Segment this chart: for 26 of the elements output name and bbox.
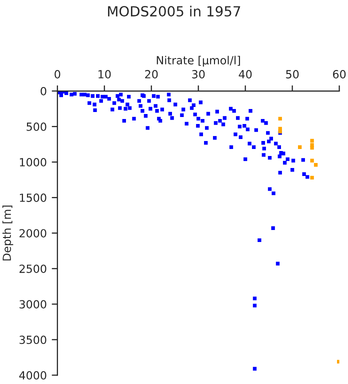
point bbox=[278, 116, 282, 121]
y-tick-label: 0 bbox=[40, 86, 46, 96]
y-tick-label: 3500 bbox=[20, 336, 46, 344]
y-tick-label: 1500 bbox=[20, 194, 46, 202]
chart-title: MODS2005 in 1957 bbox=[108, 6, 240, 17]
point bbox=[310, 146, 314, 150]
x-axis-title: Nitrate [µmol/l] bbox=[156, 56, 240, 67]
y-tick-label: 500 bbox=[26, 122, 46, 131]
x-tick-label: 60 bbox=[333, 70, 346, 78]
point bbox=[310, 158, 314, 162]
y-axis-title: Depth [m] bbox=[2, 206, 14, 260]
y-tick-label: 2500 bbox=[20, 264, 46, 273]
x-tick-label: 50 bbox=[286, 70, 299, 78]
point bbox=[310, 138, 314, 143]
y-tick-label: 3000 bbox=[20, 300, 46, 309]
y-tick-label: 4000 bbox=[19, 371, 46, 380]
point bbox=[298, 145, 302, 149]
x-tick-label: 30 bbox=[192, 70, 205, 78]
x-tick-label: 0 bbox=[54, 70, 60, 78]
y-tick-label: 1000 bbox=[20, 158, 46, 166]
x-tick-label: 40 bbox=[238, 70, 252, 78]
x-tick-label: 20 bbox=[145, 70, 158, 78]
point bbox=[310, 176, 314, 180]
x-tick-label: 10 bbox=[98, 70, 111, 78]
y-tick-label: 2000 bbox=[20, 229, 46, 238]
point bbox=[314, 163, 318, 167]
